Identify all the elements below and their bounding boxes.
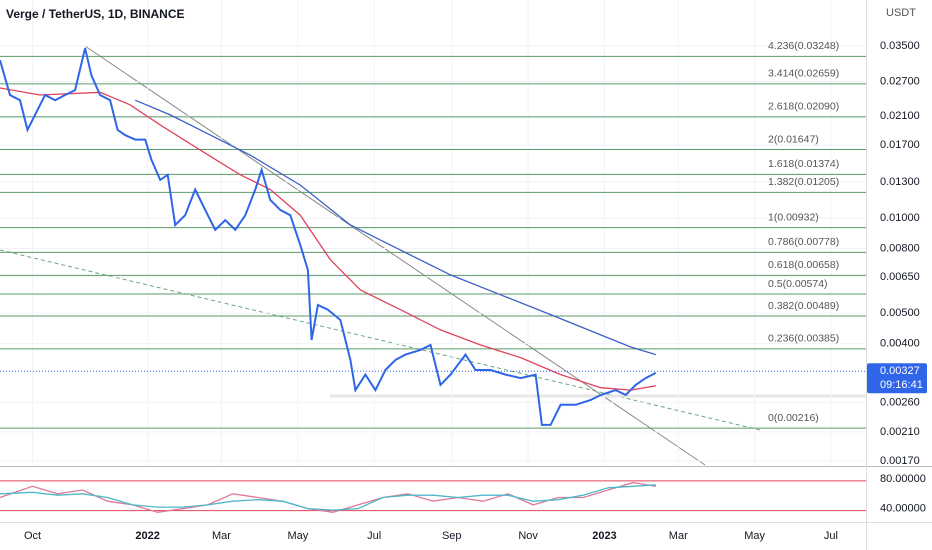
x-tick-label: Jul <box>824 530 838 542</box>
x-tick-label: May <box>744 530 765 542</box>
fib-label: 1.382(0.01205) <box>768 176 839 188</box>
chart-title: Verge / TetherUS, 1D, BINANCE <box>6 7 185 21</box>
x-tick-label: 2022 <box>135 530 159 542</box>
fib-label: 0.786(0.00778) <box>768 236 839 248</box>
price-line <box>0 87 656 391</box>
x-tick-label: Mar <box>669 530 688 542</box>
fib-label: 1(0.00932) <box>768 211 819 223</box>
fib-label: 2.618(0.02090) <box>768 101 839 113</box>
price-line <box>134 99 656 356</box>
fib-label: 0.618(0.00658) <box>768 259 839 271</box>
y-tick-label: 0.00800 <box>880 242 920 254</box>
y-tick-label: 0.02700 <box>880 76 920 88</box>
x-tick-label: Nov <box>518 530 538 542</box>
y-tick-label: 0.01300 <box>880 176 920 188</box>
fib-label: 0(0.00216) <box>768 412 819 424</box>
x-tick-label: Oct <box>24 530 41 542</box>
y-tick-label: 0.02100 <box>880 110 920 122</box>
y-tick-label: 0.00500 <box>880 307 920 319</box>
fib-label: 1.618(0.01374) <box>768 158 839 170</box>
x-tick-label: Sep <box>442 530 462 542</box>
y-tick-label: 80.00000 <box>880 473 926 485</box>
fib-label: 2(0.01647) <box>768 133 819 145</box>
x-tick-label: May <box>287 530 308 542</box>
fib-label: 0.5(0.00574) <box>768 278 828 290</box>
last-price-label: 0.00327 <box>880 365 920 377</box>
x-tick-label: Mar <box>212 530 231 542</box>
y-tick-label: 0.00400 <box>880 337 920 349</box>
price-badge <box>867 363 927 394</box>
price-line <box>0 47 657 426</box>
fib-label: 3.414(0.02659) <box>768 68 839 80</box>
y-tick-label: 0.00260 <box>880 397 920 409</box>
countdown-label: 09:16:41 <box>880 379 923 391</box>
plot: 0.03500 0.02700 0.02100 0.01700 0.01300 0.010… <box>0 0 926 542</box>
y-tick-label: 0.00650 <box>880 271 920 283</box>
fib-label: 0.382(0.00489) <box>768 300 839 312</box>
x-tick-label: 2023 <box>592 530 616 542</box>
y-tick-label: 0.01000 <box>880 212 920 224</box>
fib-label: 4.236(0.03248) <box>768 40 839 52</box>
y-tick-label: 0.01700 <box>880 139 920 151</box>
fib-label: 0.236(0.00385) <box>768 333 839 345</box>
y-tick-label: 0.00170 <box>880 455 920 467</box>
y-axis-label: USDT <box>886 7 916 19</box>
y-tick-label: 0.03500 <box>880 40 920 52</box>
y-tick-label: 40.00000 <box>880 503 926 515</box>
price-line <box>0 484 656 511</box>
y-tick-label: 0.00210 <box>880 426 920 438</box>
x-tick-label: Jul <box>367 530 381 542</box>
